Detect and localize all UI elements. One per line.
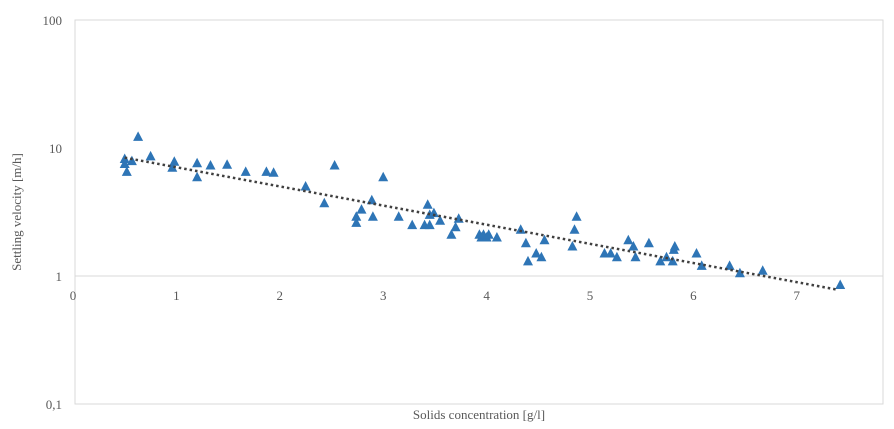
data-point	[669, 241, 680, 251]
data-point	[351, 211, 362, 221]
data-point	[605, 248, 616, 258]
data-point	[491, 232, 502, 242]
data-point	[378, 171, 389, 182]
trendline	[124, 156, 839, 292]
data-point	[192, 157, 203, 168]
data-point	[539, 234, 550, 245]
data-point	[536, 251, 547, 262]
data-point	[121, 166, 132, 176]
data-point	[483, 229, 494, 239]
data-point	[611, 251, 622, 262]
data-point	[520, 237, 531, 248]
data-point	[734, 267, 745, 278]
data-point	[531, 248, 542, 258]
data-point	[571, 211, 582, 221]
data-point	[119, 158, 130, 168]
data-point	[126, 155, 137, 166]
data-point	[356, 204, 367, 214]
x-tick-label: 1	[173, 288, 180, 303]
y-tick-label: 10	[49, 141, 62, 156]
data-point	[757, 265, 768, 275]
y-tick-label: 0,1	[46, 397, 62, 412]
data-point	[643, 237, 654, 248]
data-point	[169, 156, 180, 166]
data-point	[351, 217, 362, 227]
x-tick-label: 5	[587, 288, 594, 303]
trendline-line	[124, 156, 839, 292]
data-points	[119, 131, 846, 289]
y-axis-label: Settling velocity [m/h]	[9, 153, 24, 271]
data-point	[261, 166, 272, 176]
data-point	[724, 260, 735, 270]
data-point	[300, 181, 311, 191]
data-point	[367, 211, 378, 221]
y-tick-label: 100	[43, 13, 63, 28]
data-point	[446, 229, 457, 239]
data-point	[133, 131, 144, 141]
y-tick-label: 1	[56, 269, 63, 284]
data-point	[424, 219, 435, 230]
x-tick-label: 6	[690, 288, 697, 303]
data-point	[268, 167, 279, 177]
data-point	[393, 211, 404, 221]
x-axis-ticks: 0 1 2 3 4 5 6 7	[70, 288, 801, 303]
plot-area-border	[74, 19, 884, 405]
data-point	[523, 255, 533, 266]
data-point	[567, 241, 578, 251]
data-point	[691, 248, 702, 258]
x-tick-label: 4	[483, 288, 490, 303]
data-point	[205, 160, 216, 170]
data-point	[630, 251, 641, 262]
x-tick-label: 7	[794, 288, 801, 303]
x-tick-label: 2	[277, 288, 284, 303]
x-axis-label: Solids concentration [g/l]	[413, 407, 545, 422]
data-point	[192, 171, 203, 182]
data-point	[435, 215, 446, 225]
data-point	[145, 150, 156, 161]
data-point	[167, 162, 178, 172]
data-point	[628, 241, 639, 251]
data-point	[329, 160, 340, 170]
data-point	[696, 260, 707, 270]
data-point	[835, 279, 846, 289]
data-point	[667, 255, 678, 266]
data-point	[222, 159, 233, 169]
data-point	[422, 199, 433, 209]
x-tick-label: 3	[380, 288, 387, 303]
data-point	[407, 219, 418, 230]
y-axis-ticks: 0,1 1 10 100	[43, 13, 63, 412]
data-point	[240, 166, 251, 176]
data-point	[515, 224, 526, 234]
x-tick-label: 0	[70, 288, 77, 303]
data-point	[450, 221, 461, 232]
data-point	[319, 197, 330, 208]
data-point	[623, 234, 634, 245]
data-point	[661, 251, 672, 262]
data-point	[655, 255, 666, 266]
data-point	[569, 224, 580, 234]
data-point	[428, 207, 439, 218]
